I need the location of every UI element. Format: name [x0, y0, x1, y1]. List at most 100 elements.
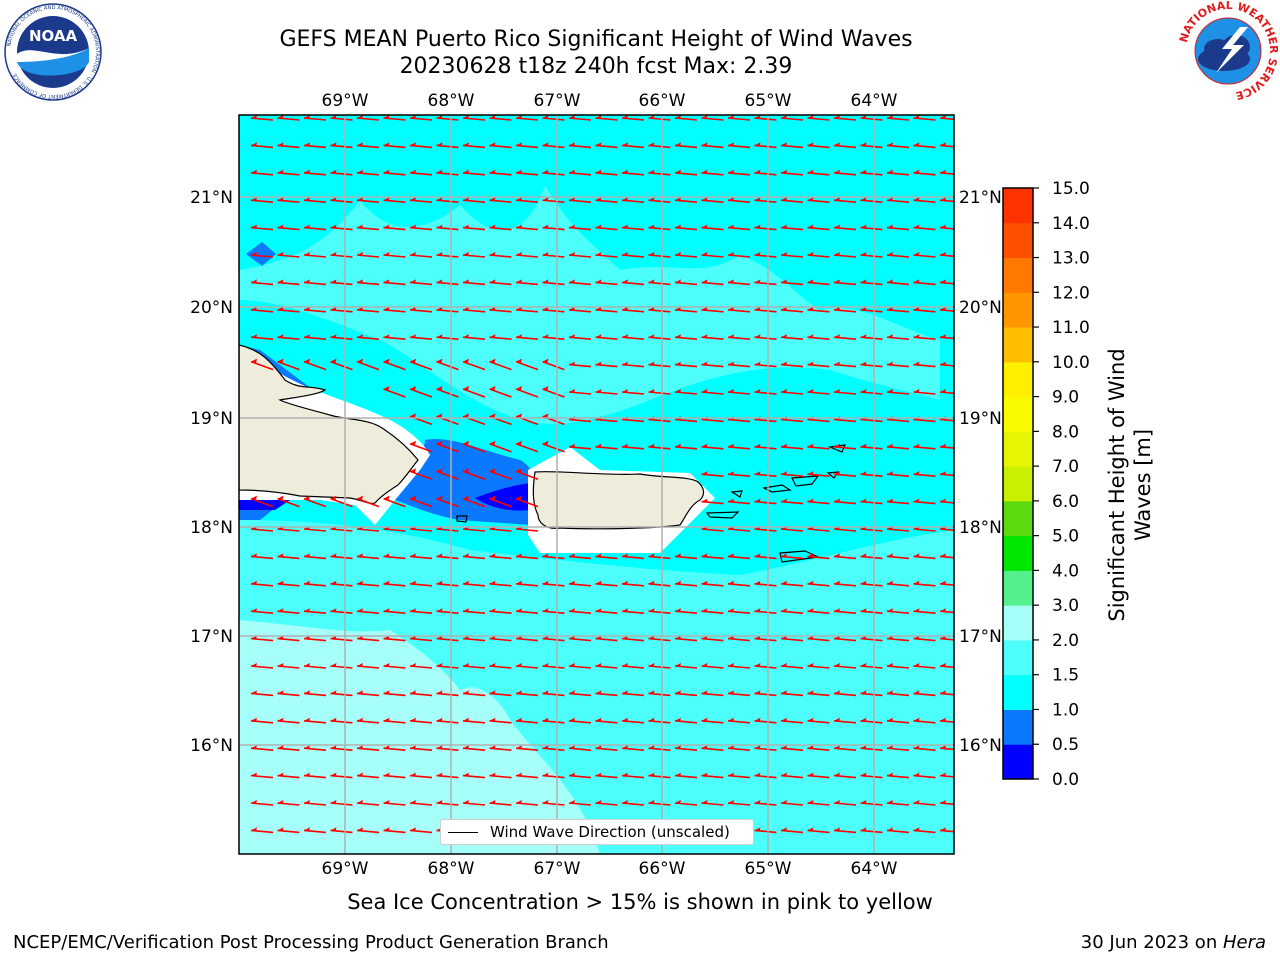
wind-wave-arrowhead — [463, 306, 469, 311]
wind-wave-arrowhead — [807, 142, 814, 147]
wind-wave-arrowhead — [887, 745, 893, 750]
wind-wave-arrowhead — [807, 361, 814, 366]
wind-wave-arrowhead — [436, 608, 443, 613]
wind-wave-arrowhead — [807, 745, 814, 750]
wind-wave-arrowhead — [754, 553, 761, 558]
wind-wave-arrowhead — [304, 197, 310, 202]
wind-wave-arrow — [515, 470, 539, 480]
wind-wave-arrowhead — [489, 224, 496, 229]
wave-field-0-0.5-west — [239, 500, 290, 510]
wind-wave-arrowhead — [807, 580, 814, 585]
wind-wave-arrowhead — [251, 495, 257, 500]
wind-wave-arrowhead — [542, 440, 549, 445]
colorbar-bin — [1003, 500, 1033, 537]
wind-wave-arrowhead — [622, 717, 628, 722]
wind-wave-arrowhead — [913, 553, 920, 558]
colorbar-bin — [1003, 466, 1033, 502]
wind-wave-arrowhead — [383, 580, 390, 585]
wind-wave-arrowhead — [834, 745, 840, 750]
wind-wave-arrowhead — [754, 498, 761, 503]
wind-wave-arrowhead — [887, 580, 893, 585]
wind-wave-arrowhead — [304, 252, 310, 256]
wind-wave-arrowhead — [622, 224, 628, 229]
wind-wave-arrow — [356, 360, 380, 371]
wind-wave-arrowhead — [913, 169, 920, 174]
colorbar-title-line2: Waves [m] — [1131, 429, 1155, 541]
wind-wave-arrowhead — [887, 772, 893, 777]
wind-wave-arrowhead — [781, 197, 787, 202]
wind-wave-arrowhead — [277, 580, 284, 585]
lon-label-bottom: 69°W — [322, 859, 369, 879]
colorbar-bin — [1003, 709, 1033, 745]
lat-label-right: 17°N — [959, 627, 1002, 647]
wave-field-2.0-3.0 — [239, 620, 600, 854]
wind-wave-arrowhead — [728, 361, 734, 366]
wind-wave-arrowhead — [675, 663, 681, 667]
wind-wave-arrowhead — [436, 169, 443, 174]
wave-field-0-0.5 — [475, 483, 530, 511]
wind-wave-arrowhead — [251, 772, 257, 777]
wind-wave-arrow — [436, 470, 459, 480]
wind-wave-arrowhead — [887, 498, 893, 503]
wind-wave-arrowhead — [622, 580, 628, 585]
wind-wave-arrowhead — [410, 608, 416, 613]
wind-wave-arrowhead — [675, 361, 681, 366]
wind-wave-arrowhead — [410, 772, 416, 777]
wind-wave-arrowhead — [410, 279, 416, 284]
wind-wave-arrowhead — [330, 553, 337, 558]
wind-wave-arrowhead — [463, 608, 469, 613]
wind-wave-arrowhead — [357, 197, 363, 202]
wind-wave-arrowhead — [648, 306, 655, 311]
wind-wave-arrowhead — [489, 580, 496, 585]
wind-wave-arrowhead — [701, 224, 708, 229]
wind-wave-arrowhead — [410, 800, 416, 804]
wind-wave-arrowhead — [834, 827, 840, 832]
wind-wave-arrowhead — [595, 361, 602, 366]
wind-wave-arrowhead — [807, 800, 814, 804]
wind-wave-arrowhead — [754, 279, 761, 284]
wind-wave-arrowhead — [860, 772, 867, 777]
wind-wave-arrow — [515, 443, 539, 453]
wind-wave-arrowhead — [728, 252, 734, 256]
wind-wave-arrowhead — [860, 252, 867, 256]
wind-wave-arrowhead — [675, 772, 681, 777]
wind-wave-arrowhead — [887, 142, 893, 147]
wind-wave-arrowhead — [648, 663, 655, 667]
wind-wave-arrowhead — [357, 252, 363, 256]
wind-wave-arrowhead — [728, 608, 734, 613]
wind-wave-arrow — [462, 497, 486, 508]
wind-wave-arrowhead — [410, 663, 416, 667]
wind-wave-arrowhead — [622, 334, 628, 339]
wind-wave-arrowhead — [410, 142, 416, 147]
wind-wave-arrowhead — [807, 115, 814, 119]
wind-wave-arrowhead — [251, 197, 257, 202]
lon-label-bottom: 68°W — [428, 859, 475, 879]
lat-label-right: 21°N — [959, 188, 1002, 208]
wind-wave-arrowhead — [648, 279, 655, 284]
wind-wave-arrowhead — [913, 142, 920, 147]
wind-wave-arrowhead — [913, 745, 920, 750]
wind-wave-arrowhead — [489, 115, 496, 119]
wind-wave-arrowhead — [357, 827, 363, 832]
wind-wave-arrowhead — [383, 690, 390, 695]
wind-wave-arrowhead — [754, 361, 761, 366]
wind-wave-arrowhead — [807, 690, 814, 695]
wind-wave-arrowhead — [807, 197, 814, 202]
wind-wave-arrowhead — [913, 663, 920, 667]
wind-wave-arrowhead — [330, 115, 337, 119]
colorbar-title-line1: Significant Height of Wind — [1105, 348, 1129, 621]
wind-wave-arrowhead — [383, 224, 390, 229]
wind-wave-arrowhead — [569, 334, 575, 339]
wind-wave-arrowhead — [330, 306, 337, 311]
wind-wave-arrowhead — [489, 745, 496, 750]
wind-wave-arrowhead — [304, 169, 310, 174]
wind-wave-arrow — [515, 360, 539, 371]
wind-wave-arrowhead — [728, 197, 734, 202]
wind-wave-arrowhead — [595, 142, 602, 147]
wind-wave-arrowhead — [834, 717, 840, 722]
wind-wave-arrowhead — [569, 443, 575, 448]
wind-wave-arrowhead — [489, 690, 496, 695]
colorbar-tick-label: 14.0 — [1052, 214, 1090, 234]
wind-wave-arrowhead — [410, 306, 416, 311]
wind-wave-arrowhead — [675, 553, 681, 558]
